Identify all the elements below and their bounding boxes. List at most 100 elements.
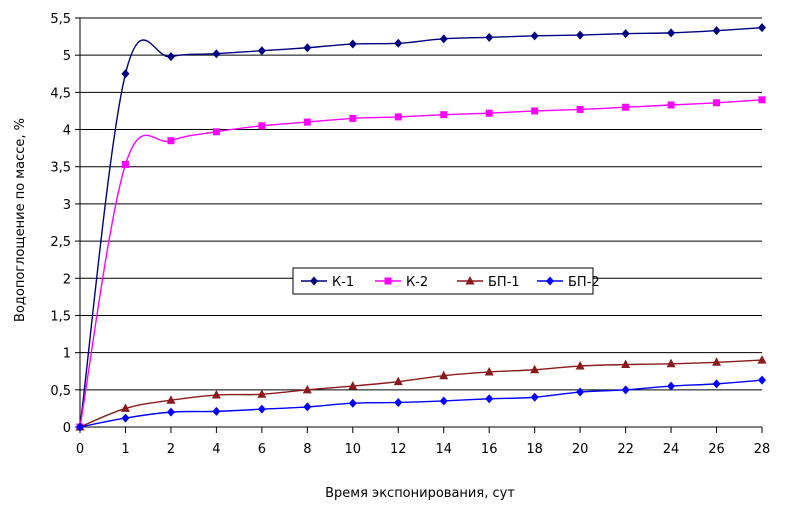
data-point: [167, 137, 175, 145]
data-point: [257, 389, 267, 398]
legend-label: К-1: [332, 275, 354, 290]
axes: [75, 17, 763, 433]
legend-item: БП-2: [537, 275, 600, 290]
x-tick-label: 14: [435, 442, 452, 457]
data-point: [575, 361, 585, 370]
x-tick-label: 1: [121, 442, 129, 457]
data-point: [303, 118, 311, 126]
legend: К-1 К-2 БП-1 БП-2: [292, 267, 600, 295]
data-point: [576, 105, 584, 113]
x-tick-label: 24: [663, 442, 680, 457]
data-point: [485, 394, 494, 404]
data-point: [485, 109, 493, 117]
x-tick-label: 16: [481, 442, 498, 457]
data-point: [212, 128, 220, 136]
data-point: [530, 392, 539, 402]
legend-marker: [384, 277, 392, 285]
data-point: [439, 396, 448, 406]
data-point: [758, 375, 766, 385]
data-point: [667, 101, 675, 109]
data-point: [576, 30, 585, 40]
data-point: [211, 390, 221, 399]
data-point: [212, 49, 221, 59]
x-tick-label: 20: [572, 442, 589, 457]
data-point: [485, 32, 494, 42]
data-point: [349, 114, 357, 122]
data-point: [758, 96, 766, 104]
data-point: [303, 402, 312, 412]
data-point: [258, 122, 266, 130]
data-point: [530, 31, 539, 41]
y-tick-labels: 0 0,5 1 1,5 2 2,5 3 3,5 4 4,5 5 5,5: [50, 12, 71, 436]
data-point: [439, 370, 449, 380]
series-line: [79, 26, 763, 428]
data-point: [348, 381, 358, 390]
data-point: [666, 358, 676, 368]
data-point: [667, 381, 676, 391]
x-tick-labels: 0 1 2 4 6 8 10 12 14 16 18 20 22 24 26 28: [76, 442, 770, 457]
data-point: [621, 29, 630, 39]
series-3: [75, 355, 767, 431]
y-tick-label: 1: [63, 347, 71, 362]
series-group: [75, 23, 767, 432]
data-point: [120, 403, 130, 412]
data-point: [348, 398, 357, 408]
data-point: [712, 26, 721, 36]
data-point: [484, 366, 494, 376]
data-point: [531, 107, 539, 115]
data-point: [121, 160, 129, 168]
x-tick-label: 22: [617, 442, 634, 457]
data-point: [576, 387, 585, 397]
data-point: [166, 407, 175, 417]
y-tick-label: 3,5: [50, 161, 71, 176]
legend-marker: [310, 276, 318, 286]
legend-item: К-2: [375, 275, 428, 290]
legend-item: БП-1: [457, 275, 520, 290]
data-point: [257, 46, 266, 56]
x-tick-label: 12: [390, 442, 407, 457]
y-tick-label: 4: [63, 124, 71, 139]
series-2: [76, 96, 766, 431]
data-point: [440, 111, 448, 119]
data-point: [212, 406, 221, 416]
series-1: [76, 23, 766, 432]
data-point: [439, 34, 448, 44]
series-line: [79, 379, 763, 428]
data-point: [621, 385, 630, 395]
y-tick-label: 5,5: [50, 12, 71, 27]
data-point: [621, 359, 631, 369]
data-point: [530, 364, 540, 374]
legend-label: БП-1: [488, 275, 520, 290]
data-point: [348, 39, 357, 49]
data-point: [757, 355, 767, 364]
legend-label: БП-2: [568, 275, 600, 290]
y-tick-label: 3: [63, 198, 71, 213]
x-tick-label: 18: [526, 442, 543, 457]
series-line: [79, 359, 763, 428]
series-4: [76, 375, 766, 432]
data-point: [303, 43, 312, 53]
x-tick-label: 28: [754, 442, 771, 457]
y-tick-label: 2,5: [50, 235, 71, 250]
legend-marker: [465, 276, 475, 285]
data-point: [302, 384, 312, 394]
data-point: [166, 395, 176, 404]
y-tick-label: 0: [63, 421, 71, 436]
data-point: [712, 357, 722, 366]
x-tick-label: 8: [303, 442, 311, 457]
x-tick-label: 4: [212, 442, 220, 457]
legend-label: К-2: [406, 275, 428, 290]
data-point: [166, 52, 175, 62]
data-point: [121, 413, 130, 423]
x-axis-label: Время экспонирования, сут: [325, 486, 515, 501]
data-point: [713, 99, 721, 107]
data-point: [76, 422, 84, 432]
data-point: [394, 397, 403, 407]
data-point: [394, 38, 403, 48]
x-tick-label: 10: [345, 442, 362, 457]
x-tick-label: 6: [258, 442, 266, 457]
y-axis-label: Водопоглощение по массе, %: [13, 118, 28, 322]
y-tick-label: 1,5: [50, 309, 71, 324]
y-tick-label: 0,5: [50, 384, 71, 399]
